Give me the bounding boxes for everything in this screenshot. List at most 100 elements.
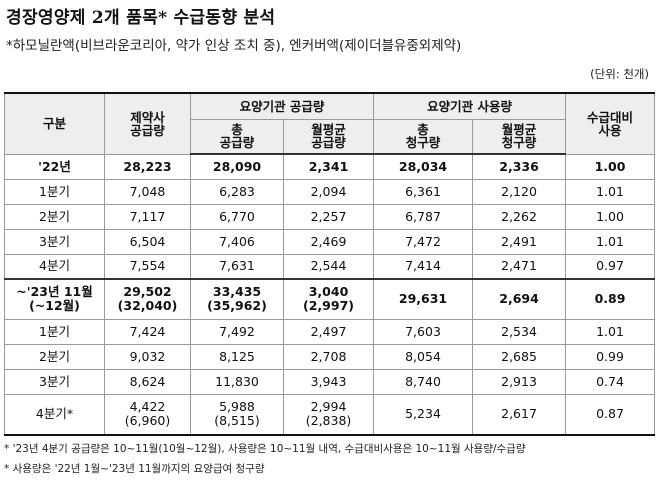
table-body: '22년 28,223 28,090 2,341 28,034 2,336 1.00 1분기 7… bbox=[4, 153, 656, 436]
cell-line: 2,617 bbox=[501, 406, 537, 422]
header-monthly-supply-line1: 월평균 bbox=[311, 122, 346, 138]
cell-inst-total: 8,125 bbox=[190, 343, 284, 370]
cell-line: 9,032 bbox=[129, 348, 166, 364]
cell-line: 2,120 bbox=[501, 183, 537, 199]
header-monthly-supply-line2: 공급량 bbox=[311, 135, 346, 151]
cell-use-total: 8,054 bbox=[373, 343, 474, 370]
cell-line: 7,554 bbox=[129, 258, 166, 274]
cell-use-total: 7,603 bbox=[373, 318, 474, 345]
cell-inst-monthly: 2,341 bbox=[282, 153, 375, 180]
cell-inst-monthly: 2,094 bbox=[282, 178, 375, 205]
cell-inst-total: 5,988 (8,515) bbox=[190, 393, 284, 436]
cell-line: 2,257 bbox=[310, 208, 347, 224]
cell-line: 2,685 bbox=[501, 348, 537, 364]
cell-line: 28,223 bbox=[123, 158, 172, 174]
page-title: 경장영양제 2개 품목* 수급동향 분석 bbox=[6, 8, 276, 28]
cell-line: 0.99 bbox=[596, 348, 624, 364]
header-ratio-line1: 수급대비 bbox=[587, 109, 634, 125]
cell-use-total: 28,034 bbox=[373, 153, 474, 180]
cell-use-monthly: 2,491 bbox=[472, 228, 567, 255]
cell-ratio: 1.00 bbox=[565, 203, 656, 230]
cell-label: 2분기 bbox=[4, 343, 105, 370]
table-row: 2분기 9,032 8,125 2,708 8,054 2,685 0.99 bbox=[4, 343, 656, 370]
cell-use-total: 8,740 bbox=[373, 368, 474, 395]
cell-line: 7,472 bbox=[405, 233, 441, 249]
cell-use-monthly: 2,617 bbox=[472, 393, 567, 436]
cell-line: 3분기 bbox=[39, 373, 70, 389]
cell-use-total: 6,787 bbox=[373, 203, 474, 230]
cell-line: 7,414 bbox=[405, 258, 441, 274]
header-manufacturer-supply: 제약사 공급량 bbox=[104, 92, 191, 155]
cell-inst-monthly: 2,544 bbox=[282, 253, 375, 280]
cell-line: 2,497 bbox=[310, 323, 347, 339]
cell-label: ~'23년 11월 (~12월) bbox=[4, 278, 105, 320]
cell-line: 2,708 bbox=[310, 348, 347, 364]
cell-line: 7,492 bbox=[219, 323, 255, 339]
cell-inst-monthly: 2,257 bbox=[282, 203, 375, 230]
cell-use-total: 6,361 bbox=[373, 178, 474, 205]
footnote-2: * 사용량은 '22년 1월~'23년 11월까지의 요양급여 청구량 bbox=[4, 463, 265, 475]
table-row: 4분기* 4,422 (6,960) 5,988 (8,515) 2,994 (2,838)… bbox=[4, 393, 656, 436]
cell-supply: 6,504 bbox=[104, 228, 191, 255]
cell-use-monthly: 2,471 bbox=[472, 253, 567, 280]
cell-line: 1.01 bbox=[596, 323, 624, 339]
cell-supply: 9,032 bbox=[104, 343, 191, 370]
cell-use-total: 7,414 bbox=[373, 253, 474, 280]
cell-inst-total: 7,492 bbox=[190, 318, 284, 345]
cell-supply: 7,048 bbox=[104, 178, 191, 205]
cell-line: 4분기 bbox=[39, 258, 70, 274]
cell-line: 28,034 bbox=[398, 158, 448, 174]
cell-line: 2분기 bbox=[39, 348, 70, 364]
cell-line: 7,424 bbox=[129, 323, 166, 339]
cell-line: 33,435 bbox=[212, 284, 262, 300]
cell-line: (8,515) bbox=[214, 413, 260, 429]
cell-inst-total: 11,830 bbox=[190, 368, 284, 395]
cell-line: ~'23년 11월 bbox=[16, 284, 93, 300]
cell-inst-monthly: 3,040 (2,997) bbox=[282, 278, 375, 320]
cell-supply: 7,554 bbox=[104, 253, 191, 280]
cell-line: 2,336 bbox=[499, 158, 539, 174]
cell-ratio: 1.01 bbox=[565, 228, 656, 255]
page-subtitle: *하모닐란액(비브라운코리아, 약가 인상 조치 중), 엔커버액(제이더블유중… bbox=[6, 38, 462, 54]
cell-supply: 4,422 (6,960) bbox=[104, 393, 191, 436]
cell-inst-total: 7,406 bbox=[190, 228, 284, 255]
footnote-1: * '23년 4분기 공급량은 10~11월(10월~12월), 사용량은 10… bbox=[4, 443, 526, 455]
cell-line: 2,694 bbox=[499, 291, 539, 307]
table-row: 1분기 7,424 7,492 2,497 7,603 2,534 1.01 bbox=[4, 318, 656, 345]
header-monthly-claim-line2: 청구량 bbox=[501, 135, 537, 151]
header-manufacturer-supply-line1: 제약사 bbox=[130, 109, 165, 125]
cell-line: 2,469 bbox=[310, 233, 347, 249]
cell-line: 8,740 bbox=[405, 373, 441, 389]
cell-use-total: 5,234 bbox=[373, 393, 474, 436]
cell-line: 8,054 bbox=[405, 348, 441, 364]
cell-ratio: 0.97 bbox=[565, 253, 656, 280]
cell-line: 29,502 bbox=[123, 284, 172, 300]
header-total-claim-line2: 청구량 bbox=[405, 135, 441, 151]
cell-line: (32,040) bbox=[117, 298, 178, 314]
cell-use-total: 29,631 bbox=[373, 278, 474, 320]
cell-label: '22년 bbox=[4, 153, 105, 180]
cell-inst-monthly: 3,943 bbox=[282, 368, 375, 395]
cell-line: 5,234 bbox=[405, 406, 441, 422]
cell-label: 3분기 bbox=[4, 368, 105, 395]
cell-use-monthly: 2,534 bbox=[472, 318, 567, 345]
cell-label: 4분기* bbox=[4, 393, 105, 436]
header-monthly-claim-line1: 월평균 bbox=[501, 122, 537, 138]
cell-label: 4분기 bbox=[4, 253, 105, 280]
cell-label: 3분기 bbox=[4, 228, 105, 255]
cell-line: 2,994 bbox=[310, 399, 347, 415]
unit-label: (단위: 천개) bbox=[590, 67, 649, 81]
cell-line: 1분기 bbox=[39, 183, 70, 199]
cell-ratio: 0.99 bbox=[565, 343, 656, 370]
cell-line: 7,048 bbox=[129, 183, 166, 199]
header-category: 구분 bbox=[4, 92, 105, 155]
header-ratio-line2: 사용 bbox=[598, 122, 622, 138]
cell-label: 1분기 bbox=[4, 318, 105, 345]
header-monthly-supply: 월평균 공급량 bbox=[282, 118, 375, 155]
table-row: 4분기 7,554 7,631 2,544 7,414 2,471 0.97 bbox=[4, 253, 656, 280]
table-row: 3분기 8,624 11,830 3,943 8,740 2,913 0.74 bbox=[4, 368, 656, 395]
cell-line: 1.01 bbox=[596, 183, 624, 199]
cell-inst-total: 6,770 bbox=[190, 203, 284, 230]
header-total-supply: 총 공급량 bbox=[190, 118, 284, 155]
cell-inst-total: 28,090 bbox=[190, 153, 284, 180]
